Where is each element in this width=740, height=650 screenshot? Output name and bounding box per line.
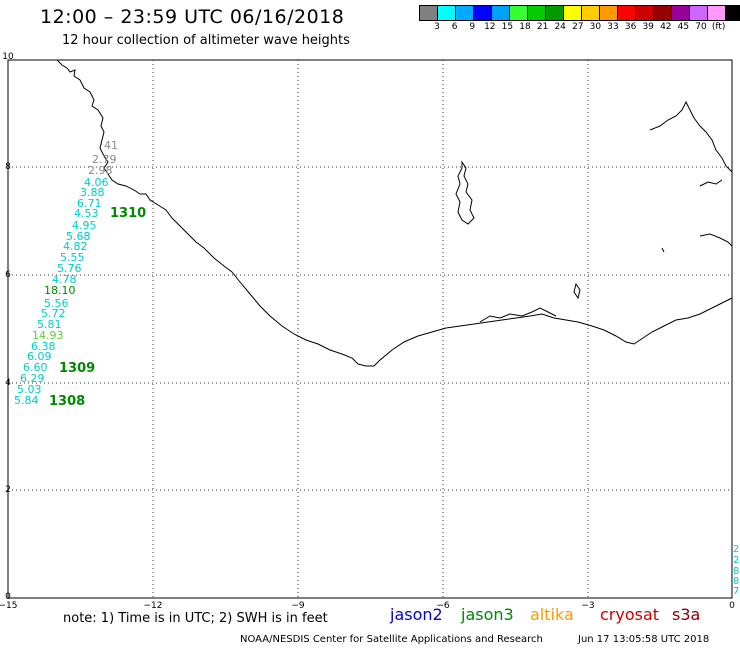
swh-value: 14.93 [32,329,64,342]
coastline-northeast [649,100,733,247]
legend-tick-label: (ft) [711,22,726,32]
y-tick-0: 0 [5,592,11,602]
swh-value: 6.38 [31,340,56,353]
edge-swh-value: 8 [733,576,740,587]
y-tick-2: 2 [5,485,11,495]
coastline [56,59,733,367]
swh-value: 4.53 [74,207,99,220]
swh-value: 5.56 [44,297,69,310]
legend-tick-label: 33 [607,22,619,32]
swh-value: 5.68 [66,230,91,243]
x-tick-minus12: −12 [143,601,163,611]
satellite-jason2: jason2 [390,605,443,624]
track-id-1309: 1309 [59,361,96,376]
swh-value: 4.82 [63,240,88,253]
map-subtitle: 12 hour collection of altimeter wave hei… [62,33,350,48]
legend-tick-label: 42 [660,22,672,32]
y-tick-10: 10 [2,52,14,62]
legend-tick-label: 6 [451,22,458,32]
edge-swh-value: 2 [733,555,740,566]
generated-timestamp: Jun 17 13:05:58 UTC 2018 [578,634,710,645]
coastline-inlet [479,307,557,323]
swh-value: 6.60 [23,361,48,374]
swh-value: 5.84 [14,394,39,407]
x-tick-minus15: −15 [0,601,18,611]
swh-value: 4.78 [52,273,77,286]
edge-swh-value: 7 [733,586,740,597]
x-tick-0: 0 [729,601,735,611]
legend-tick-label: 9 [469,22,476,32]
plot-frame [7,59,733,599]
x-tick-minus9: −9 [291,601,305,611]
track-id-1310: 1310 [110,206,147,221]
map-title: 12:00 – 23:59 UTC 06/16/2018 [40,6,345,28]
legend-tick-label: 70 [695,22,707,32]
y-tick-6: 6 [5,270,11,280]
legend-tick-label: 18 [519,22,531,32]
color-legend-ticks: 3 6 9 12 15 18 21 24 27 30 33 36 39 42 45 70 (ft) [420,22,740,34]
swh-value: 4.95 [72,219,97,232]
satellite-s3a: s3a [672,605,701,624]
edge-swh-value: 2 [733,544,740,555]
legend-tick-label: 21 [536,22,549,32]
swh-value: 5.72 [41,307,66,320]
swh-value: 2.79 [92,153,117,166]
legend-tick-label: 24 [554,22,566,32]
color-legend [419,5,740,21]
source-credit: NOAA/NESDIS Center for Satellite Applica… [240,634,543,645]
track-id-1308: 1308 [49,394,86,409]
satellite-cryosat: cryosat [600,605,660,624]
swh-value: 6.09 [27,350,52,363]
legend-tick-label: 27 [572,22,584,32]
swh-value: 6.29 [20,372,45,385]
legend-tick-label: 3 [434,22,440,32]
lake-west [455,160,475,225]
satellite-jason3: jason3 [461,605,514,624]
x-tick-minus6: −6 [436,601,450,611]
swh-value: 5.76 [57,262,82,275]
legend-tick-label: 36 [624,22,637,32]
edge-swh-value: 8 [733,566,740,577]
legend-tick-label: 39 [642,22,654,32]
x-tick-minus3: −3 [581,601,595,611]
legend-tick-label: 30 [589,22,602,32]
swh-value: 5.03 [17,383,42,396]
y-tick-4: 4 [5,378,11,388]
legend-tick-label: 45 [677,22,690,32]
swh-value: 5.55 [60,251,85,264]
swh-value: 41 [104,139,118,152]
y-tick-8: 8 [5,162,11,172]
swh-value: 2.98 [88,164,113,177]
legend-tick-label: 15 [501,22,514,32]
satellite-altika: altika [530,605,574,624]
swh-value: 5.81 [37,318,62,331]
swh-value: 3.88 [80,186,105,199]
swh-value: 18.10 [44,284,76,297]
swh-value: 4.06 [84,176,109,189]
footnote: note: 1) Time is in UTC; 2) SWH is in fe… [63,611,328,626]
legend-swatch [725,5,740,21]
legend-tick-label: 12 [484,22,496,32]
swh-value: 6.71 [77,197,102,210]
island-small [573,247,665,300]
